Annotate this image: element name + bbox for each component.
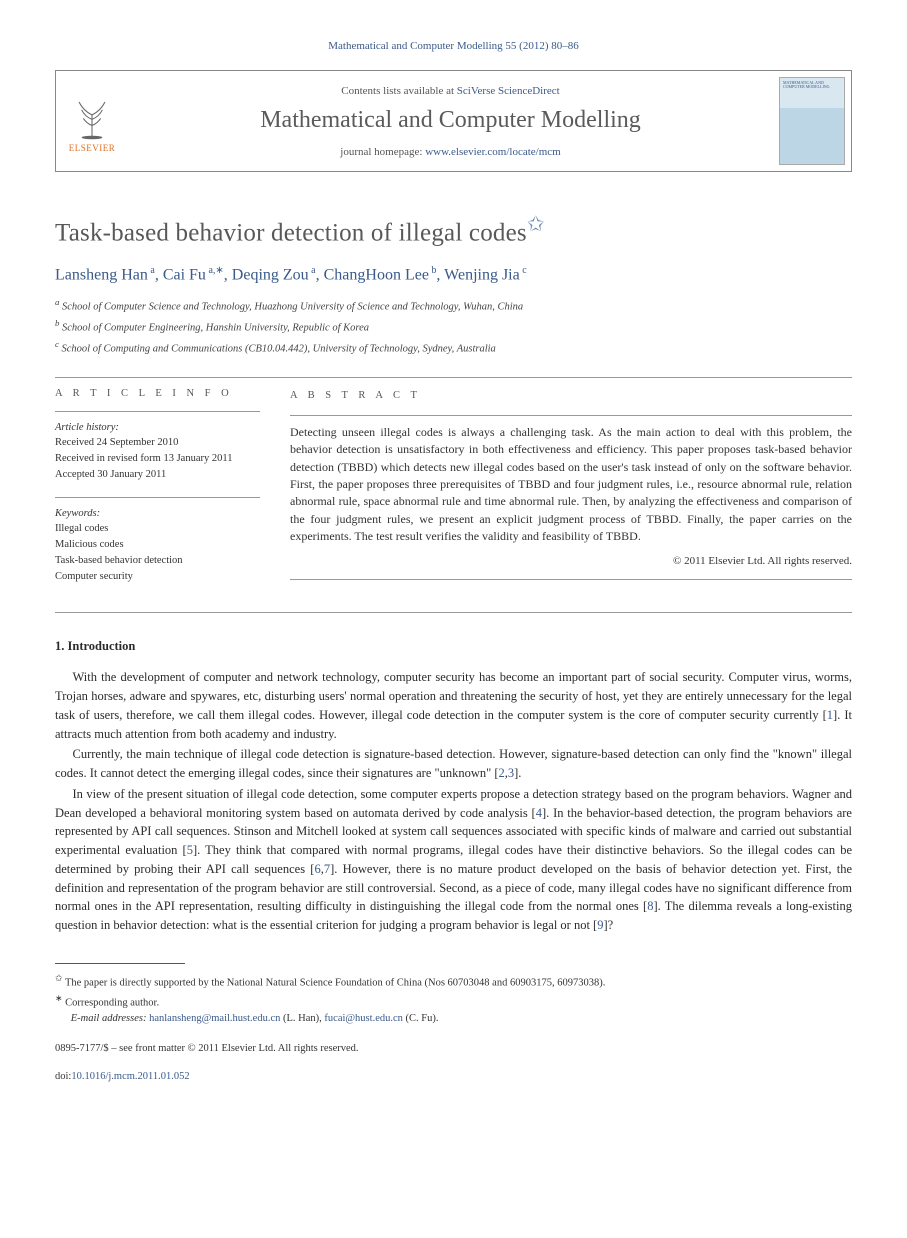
affiliations: a School of Computer Science and Technol… (55, 295, 852, 359)
section-num: 1. (55, 639, 64, 653)
sciencedirect-link[interactable]: SciVerse ScienceDirect (457, 85, 560, 97)
funding-mark: ✩ (55, 973, 63, 983)
article-info-column: A R T I C L E I N F O Article history: R… (55, 388, 260, 599)
info-divider-2 (55, 497, 260, 498)
author-4[interactable]: ChangHoon Lee (324, 267, 429, 284)
citation-header: Mathematical and Computer Modelling 55 (… (55, 40, 852, 52)
ref-7[interactable]: 7 (324, 862, 330, 876)
keywords-block: Keywords: Illegal codes Malicious codes … (55, 506, 260, 585)
cover-title-text: MATHEMATICAL AND COMPUTER MODELLING (783, 81, 841, 90)
abstract-divider-top (290, 415, 852, 416)
doi-link[interactable]: 10.1016/j.mcm.2011.01.052 (71, 1071, 189, 1082)
ref-3[interactable]: 3 (508, 766, 514, 780)
para-3: In view of the present situation of ille… (55, 785, 852, 935)
history-line-2: Received in revised form 13 January 2011 (55, 451, 260, 467)
doi-line: doi:10.1016/j.mcm.2011.01.052 (55, 1070, 852, 1085)
keywords-label: Keywords: (55, 506, 260, 522)
elsevier-tree-icon (66, 89, 118, 141)
ref-5[interactable]: 5 (187, 843, 193, 857)
email-1-who: (L. Han) (283, 1013, 319, 1024)
affiliation-b: b School of Computer Engineering, Hanshi… (55, 316, 852, 337)
author-1-sup: a (148, 265, 155, 276)
ref-2[interactable]: 2 (499, 766, 505, 780)
author-2-sup: a, (206, 265, 215, 276)
authors-line: Lansheng Han a, Cai Fu a,∗, Deqing Zou a… (55, 265, 852, 284)
section-title: Introduction (68, 639, 136, 653)
author-4-sup: b (429, 265, 437, 276)
keyword-1: Illegal codes (55, 521, 260, 537)
footnote-divider (55, 963, 185, 964)
keyword-2: Malicious codes (55, 537, 260, 553)
title-footnote-mark: ✩ (527, 212, 545, 236)
abstract-divider-bottom (290, 579, 852, 580)
title-text: Task-based behavior detection of illegal… (55, 219, 527, 246)
doi-label: doi: (55, 1071, 71, 1082)
journal-name: Mathematical and Computer Modelling (136, 107, 765, 134)
keyword-3: Task-based behavior detection (55, 553, 260, 569)
author-3[interactable]: Deqing Zou (232, 267, 309, 284)
footnotes: ✩ The paper is directly supported by the… (55, 972, 852, 1028)
para-1: With the development of computer and net… (55, 668, 852, 743)
history-block: Article history: Received 24 September 2… (55, 420, 260, 483)
ref-1[interactable]: 1 (827, 708, 833, 722)
issn-line: 0895-7177/$ – see front matter © 2011 El… (55, 1042, 852, 1057)
footnote-corr: ∗ Corresponding author. (55, 992, 852, 1012)
corr-mark: ∗ (55, 993, 63, 1003)
abstract-column: A B S T R A C T Detecting unseen illegal… (290, 388, 852, 599)
header-center: Contents lists available at SciVerse Sci… (128, 71, 773, 171)
corr-text: Corresponding author. (65, 997, 159, 1008)
author-1[interactable]: Lansheng Han (55, 267, 148, 284)
article-info-head: A R T I C L E I N F O (55, 388, 260, 399)
contents-available-line: Contents lists available at SciVerse Sci… (136, 85, 765, 97)
info-divider-1 (55, 411, 260, 412)
ref-6[interactable]: 6 (314, 862, 320, 876)
section-1-head: 1. Introduction (55, 639, 852, 654)
homepage-link[interactable]: www.elsevier.com/locate/mcm (425, 146, 561, 158)
mid-divider (55, 612, 852, 613)
ref-9[interactable]: 9 (597, 918, 603, 932)
funding-text: The paper is directly supported by the N… (65, 977, 605, 988)
homepage-prefix: journal homepage: (340, 146, 425, 158)
email-1[interactable]: hanlansheng@mail.hust.edu.cn (149, 1013, 280, 1024)
cover-image: MATHEMATICAL AND COMPUTER MODELLING (779, 77, 845, 165)
publisher-name: ELSEVIER (69, 143, 116, 153)
journal-header-box: ELSEVIER Contents lists available at Sci… (55, 70, 852, 172)
affiliation-c: c School of Computing and Communications… (55, 337, 852, 358)
publisher-logo-area: ELSEVIER (56, 71, 128, 171)
author-5-sup: c (520, 265, 527, 276)
keyword-4: Computer security (55, 569, 260, 585)
info-abstract-row: A R T I C L E I N F O Article history: R… (55, 378, 852, 613)
homepage-line: journal homepage: www.elsevier.com/locat… (136, 146, 765, 158)
abstract-head: A B S T R A C T (290, 388, 852, 403)
footnote-emails: E-mail addresses: hanlansheng@mail.hust.… (71, 1011, 852, 1027)
history-line-1: Received 24 September 2010 (55, 435, 260, 451)
email-2[interactable]: fucai@hust.edu.cn (324, 1013, 402, 1024)
abstract-copyright: © 2011 Elsevier Ltd. All rights reserved… (290, 554, 852, 570)
journal-cover-thumb: MATHEMATICAL AND COMPUTER MODELLING (773, 71, 851, 171)
email-2-who: (C. Fu) (406, 1013, 436, 1024)
author-2[interactable]: Cai Fu (163, 267, 206, 284)
author-2-corr: ∗ (215, 265, 223, 276)
author-3-sup: a (309, 265, 316, 276)
abstract-text: Detecting unseen illegal codes is always… (290, 424, 852, 546)
history-label: Article history: (55, 420, 260, 436)
history-line-3: Accepted 30 January 2011 (55, 467, 260, 483)
ref-4[interactable]: 4 (536, 806, 542, 820)
para-2: Currently, the main technique of illegal… (55, 745, 852, 783)
contents-prefix: Contents lists available at (341, 85, 456, 97)
ref-8[interactable]: 8 (647, 899, 653, 913)
footnote-funding: ✩ The paper is directly supported by the… (55, 972, 852, 992)
article-title: Task-based behavior detection of illegal… (55, 212, 852, 247)
author-5[interactable]: Wenjing Jia (444, 267, 520, 284)
affiliation-a: a School of Computer Science and Technol… (55, 295, 852, 316)
email-label: E-mail addresses: (71, 1013, 147, 1024)
